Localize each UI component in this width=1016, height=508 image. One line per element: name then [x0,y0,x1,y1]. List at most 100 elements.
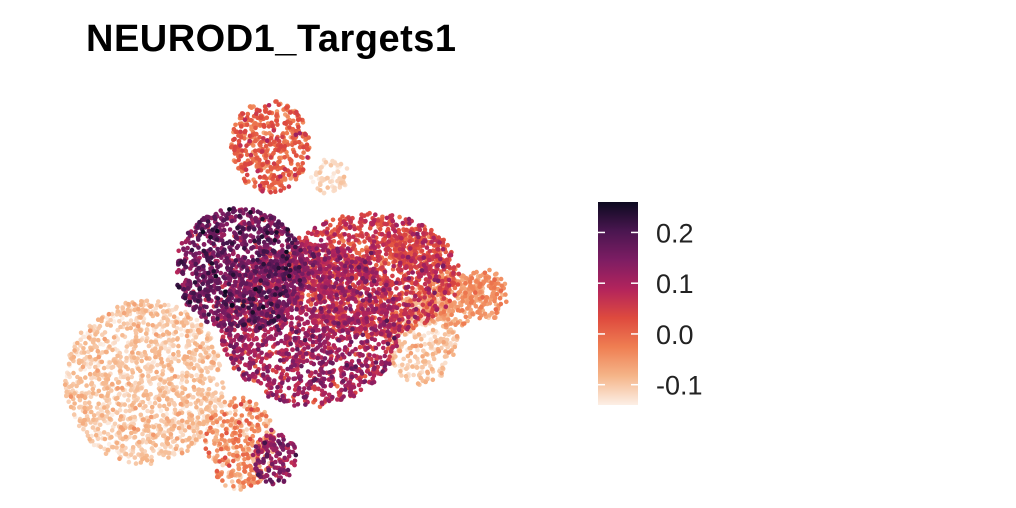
data-point [294,109,299,115]
data-point [318,165,324,170]
data-point [196,387,202,392]
data-point [222,455,228,461]
data-point [498,276,504,282]
data-point [455,307,461,313]
data-point [121,310,127,316]
data-point [229,417,234,423]
data-point [288,110,293,115]
data-point [231,484,236,489]
data-point [179,332,184,338]
data-point [197,434,202,440]
data-point [220,380,225,385]
data-point [115,327,120,333]
data-point [171,314,177,320]
data-point [292,462,297,468]
data-point [415,381,421,386]
data-point [313,172,319,177]
data-point [303,341,309,347]
data-point [130,370,136,375]
data-point [380,265,385,270]
data-point [107,416,113,422]
data-point [261,124,267,129]
data-point [141,393,146,398]
data-point [159,449,164,454]
data-point [397,348,403,354]
data-point [246,179,251,184]
data-point [214,474,220,480]
data-point [244,143,249,148]
data-point [262,174,267,179]
data-point [414,364,420,370]
data-point [408,290,414,295]
data-point [133,343,138,349]
data-point [296,139,302,145]
data-point [163,340,168,345]
data-point [477,315,483,321]
data-point [174,320,180,325]
data-point [171,323,177,329]
data-point [446,329,452,335]
data-point [325,226,330,232]
data-point [398,368,403,374]
data-point [259,149,265,154]
data-point [162,302,167,308]
data-point [247,138,252,144]
data-point [80,364,86,370]
data-point [98,393,104,399]
data-point [233,122,238,128]
data-point [242,129,248,135]
data-point [440,278,445,284]
data-point [83,375,88,380]
data-point [277,159,282,164]
data-point [326,236,331,241]
data-point [364,249,370,255]
data-point [154,369,159,375]
data-point [274,113,279,118]
data-point [118,324,123,330]
data-point [419,285,424,290]
data-point [127,308,132,314]
data-point [218,446,224,452]
data-point [249,407,254,412]
data-point [440,282,445,287]
data-point [149,446,155,451]
data-point [202,376,207,382]
data-point [134,360,139,365]
data-point [139,353,144,359]
data-point [224,445,229,451]
data-point [492,277,497,283]
data-point [217,401,223,407]
data-point [248,152,254,158]
data-point [338,225,343,231]
data-point [119,447,124,453]
data-point [108,317,113,323]
data-point [131,426,137,431]
data-point [310,179,316,185]
data-point [412,354,418,360]
data-point [105,431,111,437]
data-point [305,146,310,152]
data-point [184,399,190,405]
data-point [364,231,369,237]
data-point [418,273,424,279]
data-point [468,300,474,305]
data-point [104,315,110,320]
data-point [241,484,247,490]
data-point [452,300,457,305]
data-point [402,311,407,317]
data-point [318,320,324,325]
data-point [205,355,210,360]
data-point [301,150,306,155]
data-point [188,401,193,407]
data-point [400,362,405,368]
data-point [208,415,214,421]
data-point [257,437,263,443]
data-point [200,341,205,347]
data-point [66,399,71,405]
data-point [455,291,461,297]
data-point [416,297,421,303]
data-point [99,413,105,418]
data-point [194,317,200,323]
data-point [318,230,324,236]
